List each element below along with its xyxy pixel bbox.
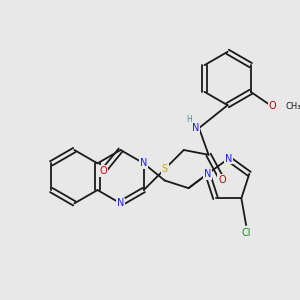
Text: Cl: Cl: [242, 228, 251, 238]
Text: O: O: [100, 166, 107, 176]
Text: CH₃: CH₃: [285, 102, 300, 111]
Text: S: S: [162, 164, 168, 174]
Text: N: N: [117, 198, 124, 208]
Text: N: N: [225, 154, 232, 164]
Text: N: N: [191, 123, 199, 133]
Text: O: O: [269, 101, 277, 111]
Text: N: N: [204, 169, 211, 179]
Text: N: N: [140, 158, 147, 168]
Text: H: H: [187, 115, 192, 124]
Text: O: O: [218, 175, 226, 184]
